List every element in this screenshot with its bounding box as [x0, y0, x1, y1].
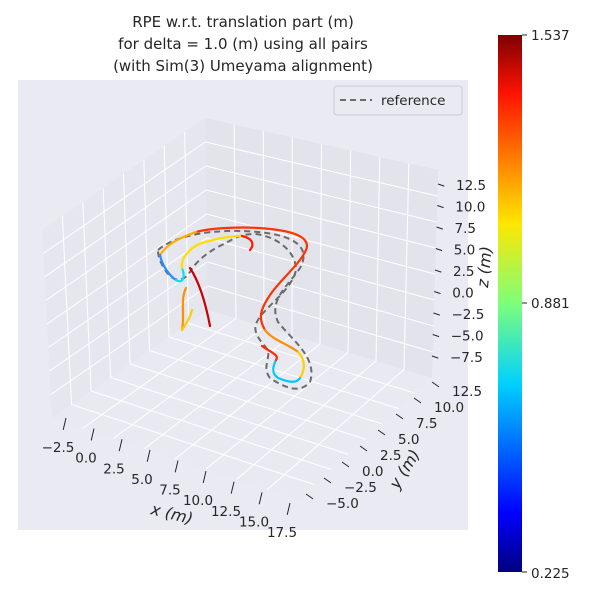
z-tick-mark: [435, 248, 443, 252]
grid-line: [236, 360, 377, 480]
chart-title-line-3: (with Sim(3) Umeyama alignment): [113, 57, 373, 75]
x-tick-label: 2.5: [103, 461, 124, 477]
z-tick-label: −2.5: [452, 307, 485, 323]
grid-line: [403, 163, 410, 370]
x-tick-label: 15.0: [239, 514, 269, 530]
x-tick-mark: [230, 481, 235, 494]
y-tick-label: 7.5: [416, 416, 437, 432]
x-tick-mark: [202, 471, 207, 484]
grid-line: [205, 352, 349, 470]
grid-line: [143, 159, 150, 351]
z-tick-mark: [436, 226, 443, 230]
y-tick-label: 12.5: [452, 384, 482, 400]
grid-line: [347, 150, 352, 353]
grid-line: [102, 187, 111, 378]
x-tick-label: 17.5: [267, 525, 297, 541]
x-tick-mark: [118, 439, 123, 452]
y-tick-labels: −5.0−2.50.02.55.07.510.012.5: [305, 381, 482, 512]
z-tick-mark: [431, 355, 439, 359]
chart-title-line-2: for delta = 1.0 (m) using all pairs: [118, 35, 368, 53]
y-tick-mark: [431, 381, 440, 388]
legend-box: [333, 85, 463, 116]
grid-lines: [42, 124, 438, 491]
colorbar-mid-label: 0.881: [531, 296, 570, 312]
grid-line: [184, 131, 189, 324]
z-axis-label: z (m): [473, 245, 496, 289]
x-tick-mark: [286, 502, 291, 516]
grid-line: [123, 173, 131, 365]
x-tick-labels: −2.50.0 2.5 5.0 7.510.012.515.017.5: [42, 417, 297, 541]
grid-line: [233, 124, 237, 319]
z-tick-label: 7.5: [455, 221, 476, 237]
y-tick-mark: [305, 493, 314, 500]
estimated-trajectory: [158, 226, 308, 383]
y-tick-label: 2.5: [380, 448, 401, 464]
x-tick-label: 7.5: [159, 483, 180, 499]
x-tick-mark: [90, 428, 95, 441]
x-tick-label: 0.0: [75, 451, 96, 467]
x-tick-mark: [258, 492, 263, 505]
z-tick-mark: [437, 205, 444, 209]
colorbar-min-label: 0.225: [531, 566, 570, 582]
z-tick-labels: 12.5 10.0 7.5 5.0 2.5 0.0 −2.5 −5.0 −7.5: [431, 178, 486, 366]
y-tick-label: −5.0: [326, 496, 359, 512]
y-tick-label: −2.5: [344, 480, 377, 496]
grid-line: [163, 145, 170, 338]
grid-line: [149, 350, 382, 425]
colorbar-max-label: 1.537: [531, 28, 570, 44]
z-tick-label: 10.0: [455, 200, 485, 216]
z-tick-label: −7.5: [450, 350, 483, 366]
grid-line: [266, 369, 405, 491]
y-tick-label: 5.0: [398, 432, 419, 448]
grid-line: [61, 215, 72, 405]
colorbar: 1.537 0.881 0.225: [498, 28, 570, 582]
y-tick-mark: [377, 429, 386, 436]
grid-line: [82, 201, 92, 392]
z-tick-label: −5.0: [451, 329, 484, 345]
legend: reference: [333, 85, 463, 116]
reference-trajectory: [157, 229, 313, 390]
z-tick-mark: [432, 334, 440, 338]
z-tick-mark: [434, 291, 441, 295]
x-tick-label: 12.5: [211, 504, 241, 520]
x-tick-label: −2.5: [42, 440, 75, 456]
z-tick-mark: [437, 183, 445, 187]
y-tick-mark: [323, 477, 332, 484]
y-tick-mark: [341, 461, 350, 468]
grid-line: [129, 363, 366, 440]
x-tick-label: 10.0: [183, 493, 213, 509]
y-tick-mark: [395, 413, 404, 420]
grid-line: [319, 143, 322, 345]
y-tick-mark: [413, 397, 422, 404]
floor-pane: [52, 310, 432, 500]
z-tick-mark: [434, 269, 442, 273]
y-tick-label: 0.0: [362, 464, 383, 480]
x-tick-mark: [62, 417, 67, 431]
legend-reference-label: reference: [381, 93, 445, 109]
x-tick-mark: [174, 460, 179, 473]
x-tick-label: 5.0: [131, 472, 152, 488]
colorbar-gradient: [498, 35, 522, 572]
grid-line: [375, 156, 381, 362]
z-tick-label: 5.0: [454, 243, 475, 259]
y-tick-label: 10.0: [434, 400, 464, 416]
y-tick-mark: [359, 445, 368, 452]
z-tick-label: 12.5: [456, 178, 486, 194]
x-tick-mark: [146, 449, 151, 462]
z-tick-label: 2.5: [453, 264, 474, 280]
grid-line: [168, 336, 399, 409]
chart-title-line-1: RPE w.r.t. translation part (m): [132, 13, 354, 31]
z-tick-label: 0.0: [452, 286, 473, 302]
z-tick-mark: [433, 312, 440, 316]
